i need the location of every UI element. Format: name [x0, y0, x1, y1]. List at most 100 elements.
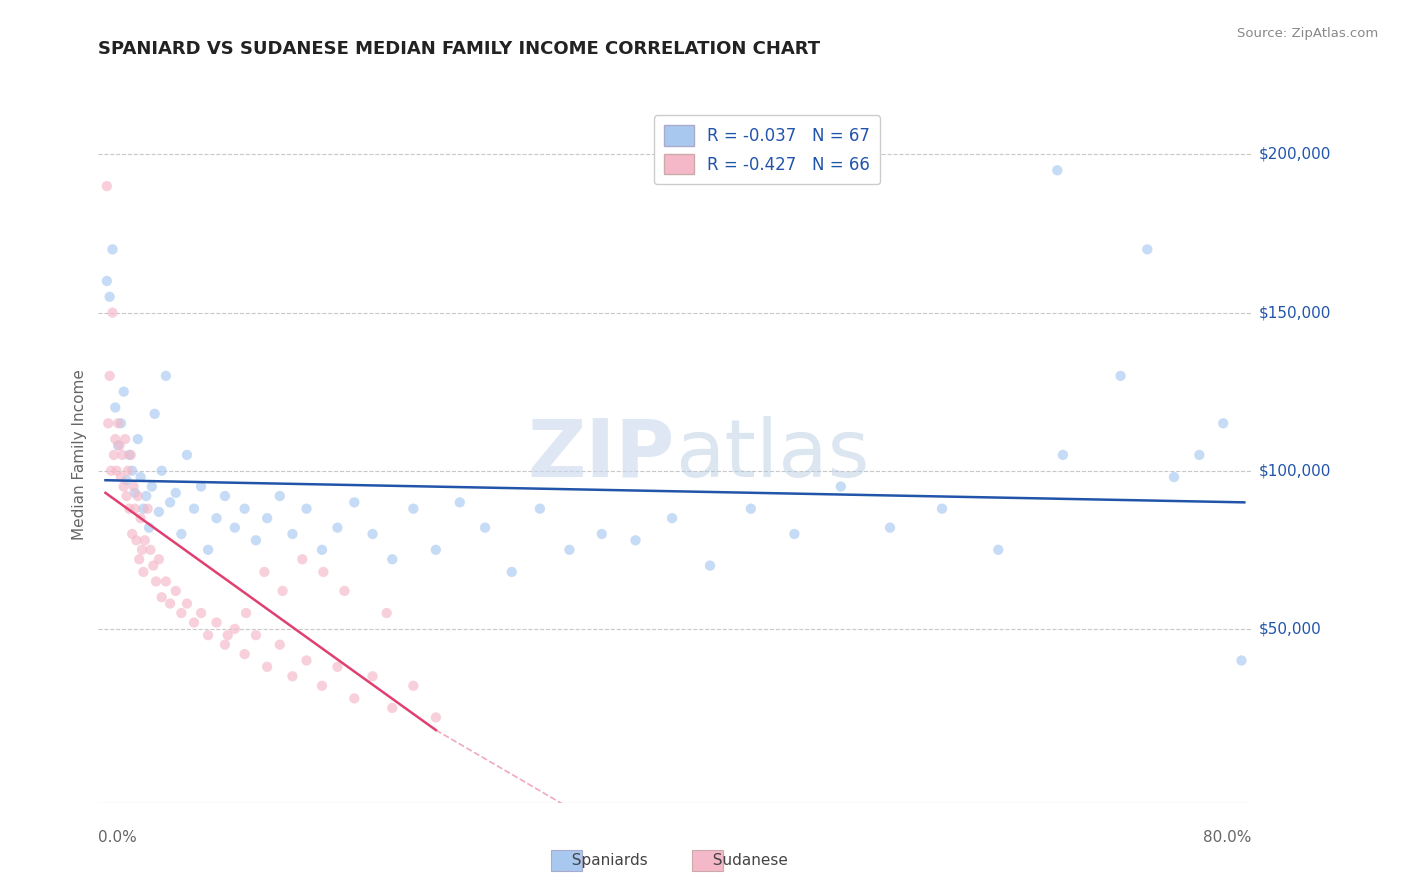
Point [139, 542, 162, 557]
Point [269, 638, 291, 652]
Point [111, 448, 134, 462]
Point [269, 489, 291, 503]
Point [295, 653, 318, 667]
Point [190, 606, 212, 620]
Legend: R = -0.037   N = 67, R = -0.427   N = 66: R = -0.037 N = 67, R = -0.427 N = 66 [654, 115, 880, 185]
Point [931, 501, 953, 516]
Point [343, 495, 366, 509]
Point [170, 606, 193, 620]
Point [449, 495, 471, 509]
Point [214, 638, 236, 652]
Point [124, 501, 146, 516]
Point [110, 470, 132, 484]
Point [118, 501, 141, 516]
Text: ZIP: ZIP [527, 416, 675, 494]
Point [624, 533, 647, 548]
Point [591, 527, 613, 541]
Text: $100,000: $100,000 [1258, 463, 1330, 478]
Point [474, 521, 496, 535]
Point [145, 574, 167, 589]
Point [281, 669, 304, 683]
Point [381, 701, 404, 715]
Point [214, 489, 236, 503]
Point [245, 533, 267, 548]
Point [235, 606, 257, 620]
Point [155, 368, 177, 383]
Text: $150,000: $150,000 [1258, 305, 1330, 320]
Point [361, 527, 384, 541]
Point [148, 552, 170, 566]
Point [699, 558, 721, 573]
Point [1052, 448, 1074, 462]
Y-axis label: Median Family Income: Median Family Income [72, 369, 87, 541]
Point [256, 511, 278, 525]
Point [326, 521, 349, 535]
Point [1109, 368, 1132, 383]
Point [125, 533, 148, 548]
Point [121, 464, 143, 478]
Point [529, 501, 551, 516]
Point [402, 679, 425, 693]
Point [987, 542, 1010, 557]
Point [117, 464, 139, 478]
Point [115, 489, 138, 503]
Point [98, 368, 121, 383]
Point [281, 527, 304, 541]
Point [112, 479, 135, 493]
Point [501, 565, 523, 579]
Point [120, 448, 142, 462]
Point [114, 432, 136, 446]
Point [361, 669, 384, 683]
Point [129, 470, 152, 484]
Point [311, 542, 333, 557]
Point [138, 521, 160, 535]
Point [127, 432, 149, 446]
Point [150, 464, 173, 478]
Text: $200,000: $200,000 [1258, 147, 1330, 162]
Point [129, 511, 152, 525]
Point [233, 647, 256, 661]
Point [197, 542, 219, 557]
Point [183, 501, 205, 516]
Point [205, 615, 228, 630]
Text: atlas: atlas [675, 416, 869, 494]
Point [159, 495, 181, 509]
Point [141, 479, 163, 493]
Point [112, 384, 135, 399]
Point [205, 511, 228, 525]
Point [271, 583, 294, 598]
Point [127, 489, 149, 503]
Point [131, 542, 153, 557]
Point [425, 710, 447, 724]
Point [176, 597, 198, 611]
Point [1046, 163, 1069, 178]
Point [155, 574, 177, 589]
Point [425, 542, 447, 557]
Point [135, 489, 157, 503]
Point [312, 565, 335, 579]
Point [96, 179, 118, 194]
Point [343, 691, 366, 706]
Point [740, 501, 762, 516]
Point [142, 558, 165, 573]
Point [121, 527, 143, 541]
Point [104, 401, 127, 415]
Point [217, 628, 239, 642]
Text: Spaniards: Spaniards [562, 854, 648, 868]
Text: Source: ZipAtlas.com: Source: ZipAtlas.com [1237, 27, 1378, 40]
Point [333, 583, 356, 598]
Point [295, 501, 318, 516]
Point [253, 565, 276, 579]
Point [183, 615, 205, 630]
Point [661, 511, 683, 525]
Text: 80.0%: 80.0% [1204, 830, 1251, 845]
Point [124, 486, 146, 500]
Point [1230, 653, 1253, 667]
Point [159, 597, 181, 611]
Point [176, 448, 198, 462]
Point [103, 448, 125, 462]
Point [830, 479, 852, 493]
Point [150, 591, 173, 605]
Point [381, 552, 404, 566]
Point [245, 628, 267, 642]
